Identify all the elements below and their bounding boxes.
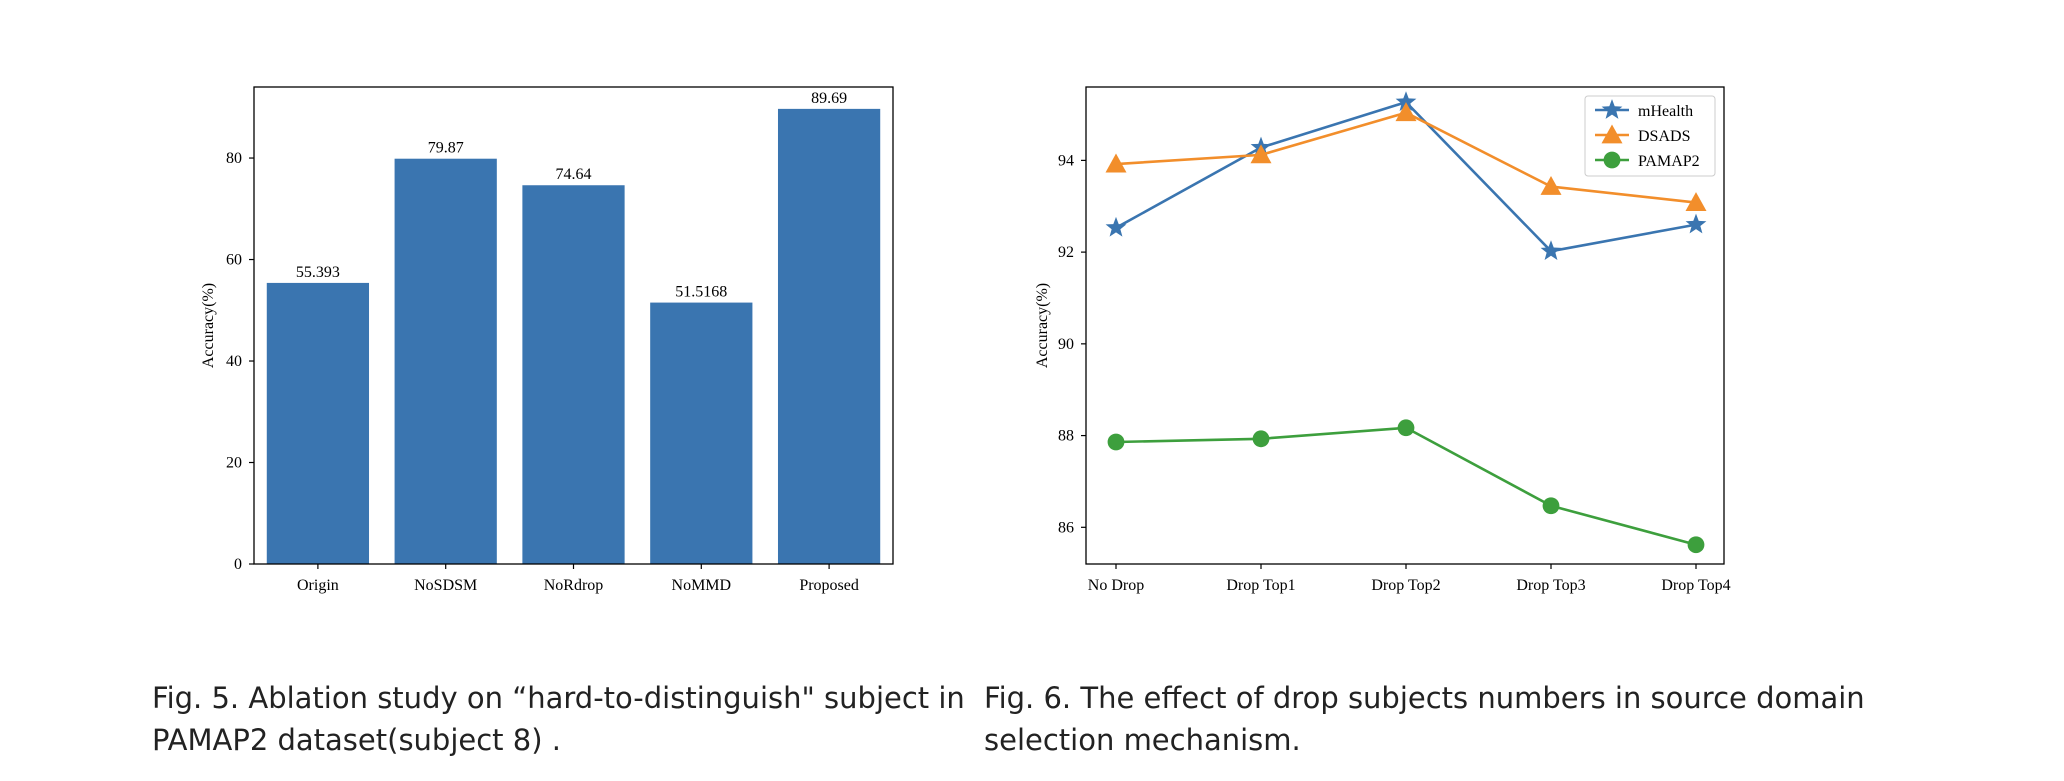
data-point-pamap2	[1397, 419, 1415, 437]
data-point-pamap2	[1107, 433, 1125, 451]
y-axis-label: Accuracy(%)	[200, 283, 217, 368]
legend-label: DSADS	[1638, 128, 1690, 145]
y-axis-label: Accuracy(%)	[1034, 283, 1051, 368]
fig5-caption-line1: Fig. 5. Ablation study on “hard-to-disti…	[152, 681, 965, 715]
plot-frame	[1085, 86, 1725, 565]
fig5-caption-line2: PAMAP2 dataset(subject 8) .	[152, 723, 561, 757]
bar-proposed	[777, 108, 881, 564]
legend-label: PAMAP2	[1638, 153, 1700, 170]
fig6-caption-line2: selection mechanism.	[984, 723, 1301, 757]
legend-label: mHealth	[1638, 103, 1693, 120]
fig6-caption: Fig. 6. The effect of drop subjects numb…	[984, 677, 1865, 761]
x-tick-label: Origin	[297, 577, 339, 594]
fig6-caption-line1: Fig. 6. The effect of drop subjects numb…	[984, 681, 1865, 715]
x-tick-label: Drop Top3	[1516, 577, 1585, 594]
y-tick-label: 20	[226, 455, 242, 472]
bar-value-label: 55.393	[296, 264, 340, 281]
x-tick-label: Drop Top4	[1661, 577, 1730, 594]
bar-chart-ablation: 55.393 Origin 79.87 NoSDSM 74.64 NoRdrop 51.51…	[200, 86, 894, 594]
x-tick-label: Drop Top2	[1371, 577, 1440, 594]
line-chart-drop-subjects: No Drop Drop Top1 Drop Top2 Drop Top3 Drop T…	[1034, 86, 1731, 594]
x-tick-label: NoMMD	[672, 577, 732, 594]
y-tick-label: 90	[1058, 336, 1074, 353]
data-point-pamap2	[1542, 497, 1560, 515]
x-tick-label: No Drop	[1088, 577, 1144, 594]
x-tick-label: Drop Top1	[1226, 577, 1295, 594]
y-tick-label: 0	[234, 556, 242, 573]
y-tick-label: 94	[1058, 152, 1074, 169]
bar-value-label: 89.69	[811, 90, 847, 107]
data-point-dsads	[1685, 192, 1707, 211]
data-point-mhealth	[1540, 240, 1562, 261]
bar-origin	[266, 282, 370, 564]
data-point-dsads	[1540, 176, 1562, 195]
series-line-pamap2	[1115, 426, 1697, 546]
data-point-pamap2	[1687, 536, 1705, 554]
legend: mHealth DSADS PAMAP2	[1584, 95, 1716, 177]
x-tick-label: NoSDSM	[414, 577, 477, 594]
plot-frame	[253, 86, 894, 565]
fig5-caption: Fig. 5. Ablation study on “hard-to-disti…	[152, 677, 965, 761]
data-point-dsads	[1105, 153, 1127, 173]
bar-nosdsm	[394, 158, 497, 564]
series-dsads	[1105, 102, 1707, 211]
y-tick-label: 92	[1058, 244, 1074, 261]
bar-value-label: 79.87	[428, 140, 464, 157]
bar-value-label: 51.5168	[675, 284, 727, 301]
legend-marker	[1603, 151, 1621, 169]
y-tick-label: 88	[1058, 428, 1074, 445]
bar-value-label: 74.64	[556, 166, 592, 183]
y-tick-label: 80	[226, 150, 242, 167]
data-point-mhealth	[1105, 216, 1127, 237]
data-point-mhealth	[1395, 91, 1417, 111]
data-point-mhealth	[1685, 213, 1707, 234]
data-point-dsads	[1250, 144, 1272, 164]
data-point-dsads	[1395, 102, 1417, 122]
legend-marker	[1601, 124, 1623, 144]
y-tick-label: 86	[1058, 519, 1074, 536]
legend-marker	[1601, 99, 1623, 119]
data-point-pamap2	[1252, 430, 1270, 448]
y-tick-label: 60	[226, 252, 242, 269]
x-tick-label: Proposed	[799, 577, 859, 594]
bar-nommd	[650, 302, 753, 564]
series-pamap2	[1107, 419, 1705, 554]
y-tick-label: 40	[226, 353, 242, 370]
bar-nordrop	[522, 185, 625, 564]
x-tick-label: NoRdrop	[544, 577, 604, 594]
